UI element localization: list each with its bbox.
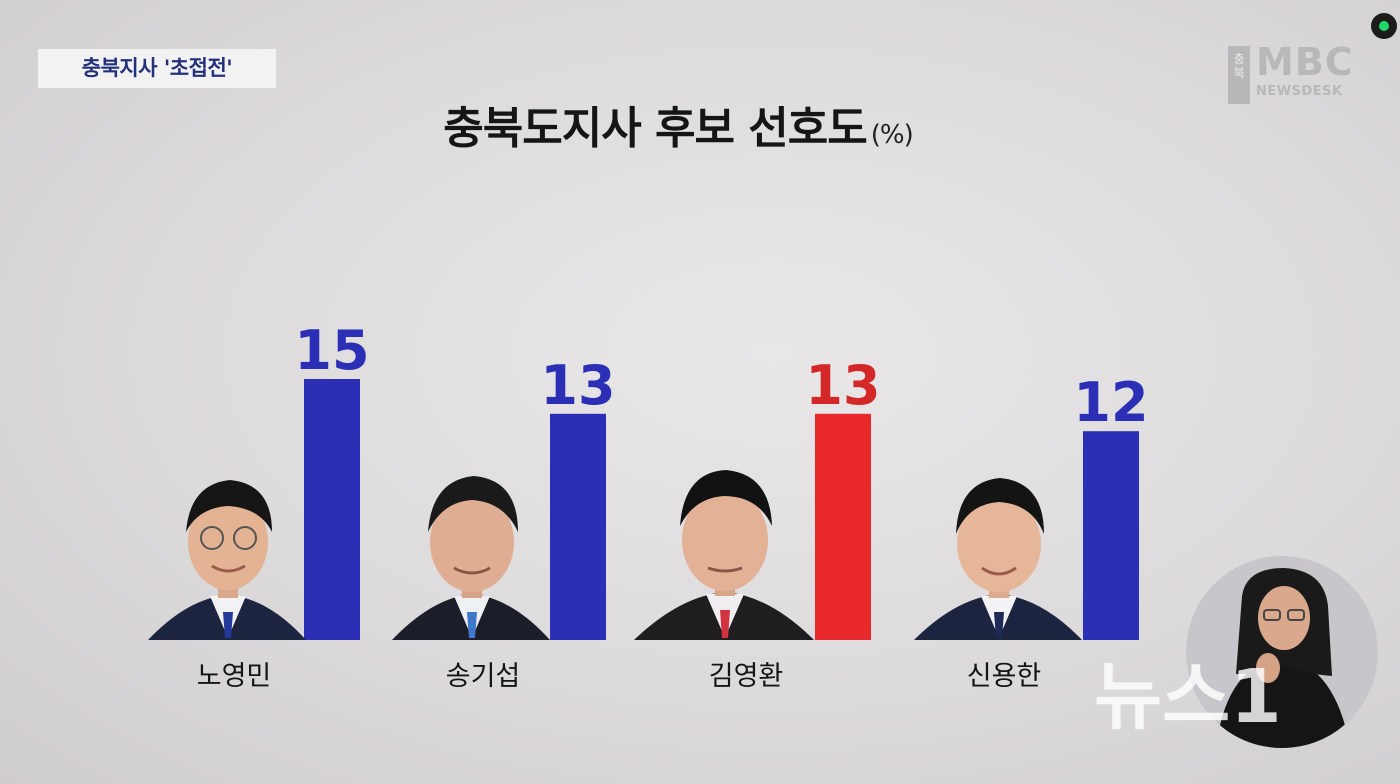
sign-language-interpreter-inset [1186, 556, 1378, 748]
recording-indicator-icon [1371, 13, 1397, 39]
news1-watermark: 뉴스1 [1094, 654, 1282, 740]
candidate-name-3: 김영환 [708, 661, 784, 692]
portrait-sinyonghan [914, 478, 1082, 640]
portrait-kimyeonghwan [634, 470, 814, 640]
bar-value-label-4: 12 [1073, 371, 1148, 434]
headline-tag: 충북지사 '초접전' [38, 49, 276, 88]
bar-2 [550, 413, 606, 640]
interpreter-figure [1216, 568, 1350, 748]
candidate-name-1: 노영민 [196, 661, 272, 692]
watermark-text: 뉴스1 [1094, 654, 1282, 740]
logo-region-box: 충북 [1228, 46, 1250, 104]
chart-unit: (%) [870, 120, 914, 150]
portrait-noyeongmin [148, 480, 306, 640]
portrait-songgiseop [392, 476, 550, 640]
chart-title: 충북도지사 후보 선호도 (%) [0, 92, 1356, 156]
bar-value-label-3: 13 [805, 354, 880, 417]
bar-3 [815, 413, 871, 640]
bar-value-label-1: 15 [294, 319, 369, 382]
logo-main-text: MBC [1256, 40, 1354, 84]
logo-sub-text: NEWSDESK [1256, 84, 1343, 99]
bar-value-label-2: 13 [540, 354, 615, 417]
candidate-name-2: 송기섭 [445, 661, 521, 692]
broadcaster-logo: 충북 MBC NEWSDESK [1228, 40, 1363, 106]
chart-title-text: 충북도지사 후보 선호도 [443, 103, 867, 154]
bar-4 [1083, 431, 1139, 640]
candidate-name-4: 신용한 [966, 661, 1042, 692]
bar-1 [304, 379, 360, 640]
